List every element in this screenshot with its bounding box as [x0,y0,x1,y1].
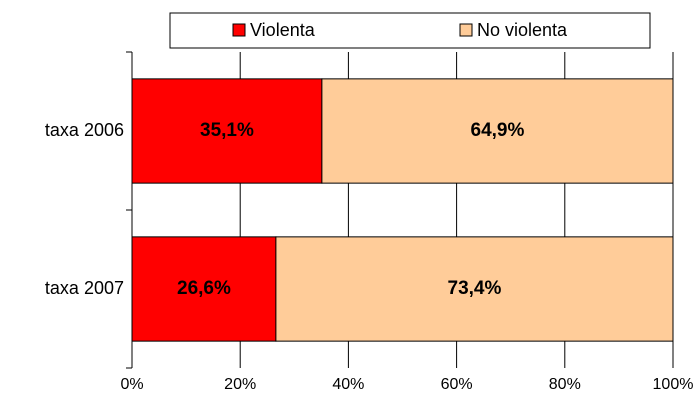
y-tick-label: taxa 2006 [45,120,124,140]
bar-segment [131,236,277,342]
value-label: 35,1% [200,120,254,141]
x-tick-label: 20% [224,376,256,393]
value-label: 64,9% [471,120,525,141]
x-tick-label: 0% [120,376,143,393]
legend-label: No violenta [477,20,568,40]
x-tick-label: 40% [332,376,364,393]
bar-segment [131,78,323,184]
value-label: 73,4% [448,278,502,299]
y-tick-label: taxa 2007 [45,278,124,298]
legend-swatch [459,23,473,37]
x-tick-label: 60% [441,376,473,393]
x-tick-label: 100% [653,376,694,393]
legend-label: Violenta [250,20,316,40]
value-label: 26,6% [177,278,231,299]
legend-box [169,12,651,49]
x-tick-label: 80% [549,376,581,393]
bar-segment [275,236,674,342]
legend-swatch [232,23,246,37]
bar-segment [321,78,674,184]
